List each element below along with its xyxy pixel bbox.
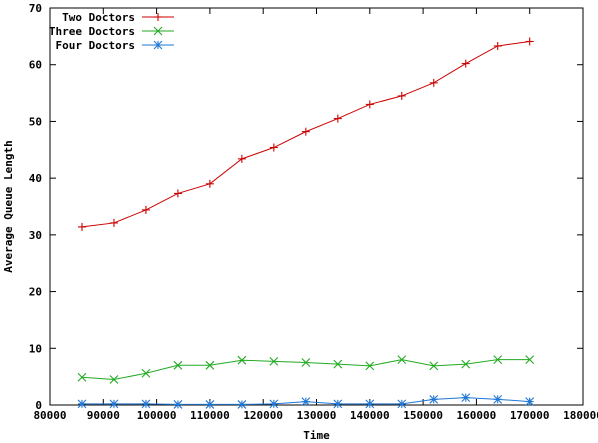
data-point-three-doctors (205, 360, 215, 370)
legend-marker (153, 40, 163, 50)
data-point-two-doctors (333, 114, 342, 123)
data-point-two-doctors (109, 218, 118, 227)
series-group (77, 37, 535, 409)
data-point-four-doctors (525, 397, 535, 406)
data-point-three-doctors (333, 359, 343, 369)
x-tick-label: 130000 (297, 409, 337, 422)
y-tick-label: 70 (29, 2, 42, 15)
data-point-two-doctors (77, 222, 86, 231)
x-tick-label: 110000 (190, 409, 230, 422)
series-two-doctors (77, 37, 534, 231)
data-point-three-doctors (109, 375, 119, 384)
data-point-three-doctors (493, 355, 503, 365)
data-point-four-doctors (333, 399, 343, 409)
data-point-three-doctors (525, 355, 535, 365)
x-tick-label: 150000 (403, 409, 443, 422)
x-tick-label: 170000 (510, 409, 550, 422)
legend-marker (154, 13, 162, 21)
x-tick-label: 160000 (457, 409, 497, 422)
data-point-two-doctors (173, 189, 182, 198)
y-tick-label: 10 (29, 342, 42, 355)
legend-label: Two Doctors (62, 11, 135, 24)
data-point-two-doctors (493, 41, 502, 50)
data-point-two-doctors (237, 154, 246, 163)
data-point-three-doctors (141, 368, 151, 378)
series-three-doctors (77, 355, 535, 384)
data-point-four-doctors (429, 394, 439, 404)
y-tick-label: 30 (29, 229, 42, 242)
x-tick-label: 120000 (243, 409, 283, 422)
data-point-three-doctors (301, 358, 311, 367)
y-axis-label: Average Queue Length (2, 140, 15, 272)
legend-label: Four Doctors (56, 39, 135, 52)
data-point-two-doctors (397, 91, 406, 100)
data-point-four-doctors (173, 400, 183, 409)
plot-frame (49, 7, 584, 406)
data-point-three-doctors (397, 355, 407, 365)
axes: 80000 90000 100000 110000 120000 130000 140000… (29, 2, 598, 422)
data-point-two-doctors (205, 179, 214, 188)
y-tick-label: 20 (29, 286, 42, 299)
data-point-four-doctors (109, 399, 119, 409)
data-point-four-doctors (493, 394, 503, 404)
data-point-two-doctors (365, 100, 374, 109)
y-tick-label: 0 (35, 399, 42, 412)
x-tick-label: 140000 (350, 409, 390, 422)
data-point-three-doctors (429, 361, 439, 371)
series-four-doctors (77, 393, 535, 409)
legend-label: Three Doctors (49, 25, 135, 38)
data-point-four-doctors (397, 399, 407, 409)
data-point-four-doctors (301, 397, 311, 406)
x-tick-label: 80000 (33, 409, 66, 422)
data-point-three-doctors (461, 359, 471, 369)
data-point-two-doctors (269, 143, 278, 152)
data-point-four-doctors (269, 399, 279, 409)
x-tick-label: 90000 (87, 409, 120, 422)
data-point-two-doctors (461, 59, 470, 68)
legend-entry-two-doctors: Two Doctors (62, 11, 174, 24)
data-point-four-doctors (77, 399, 87, 409)
data-point-three-doctors (173, 360, 183, 370)
legend-entry-four-doctors: Four Doctors (56, 39, 174, 52)
data-point-two-doctors (525, 37, 534, 46)
y-tick-label: 50 (29, 115, 42, 128)
x-axis-label: Time (303, 429, 330, 442)
y-tick-label: 40 (29, 172, 42, 185)
data-point-four-doctors (365, 399, 375, 409)
data-point-four-doctors (461, 393, 471, 403)
legend-entry-three-doctors: Three Doctors (49, 25, 174, 38)
data-point-three-doctors (365, 361, 375, 371)
data-point-two-doctors (429, 78, 438, 87)
data-point-three-doctors (269, 356, 279, 366)
data-point-two-doctors (141, 205, 150, 214)
y-tick-label: 60 (29, 59, 42, 72)
legend-marker (153, 26, 163, 36)
data-point-four-doctors (205, 400, 215, 409)
data-point-three-doctors (77, 372, 87, 382)
data-point-four-doctors (141, 399, 151, 409)
x-tick-label: 100000 (137, 409, 177, 422)
data-point-three-doctors (237, 355, 247, 365)
data-point-four-doctors (237, 400, 247, 409)
data-point-two-doctors (301, 127, 310, 136)
